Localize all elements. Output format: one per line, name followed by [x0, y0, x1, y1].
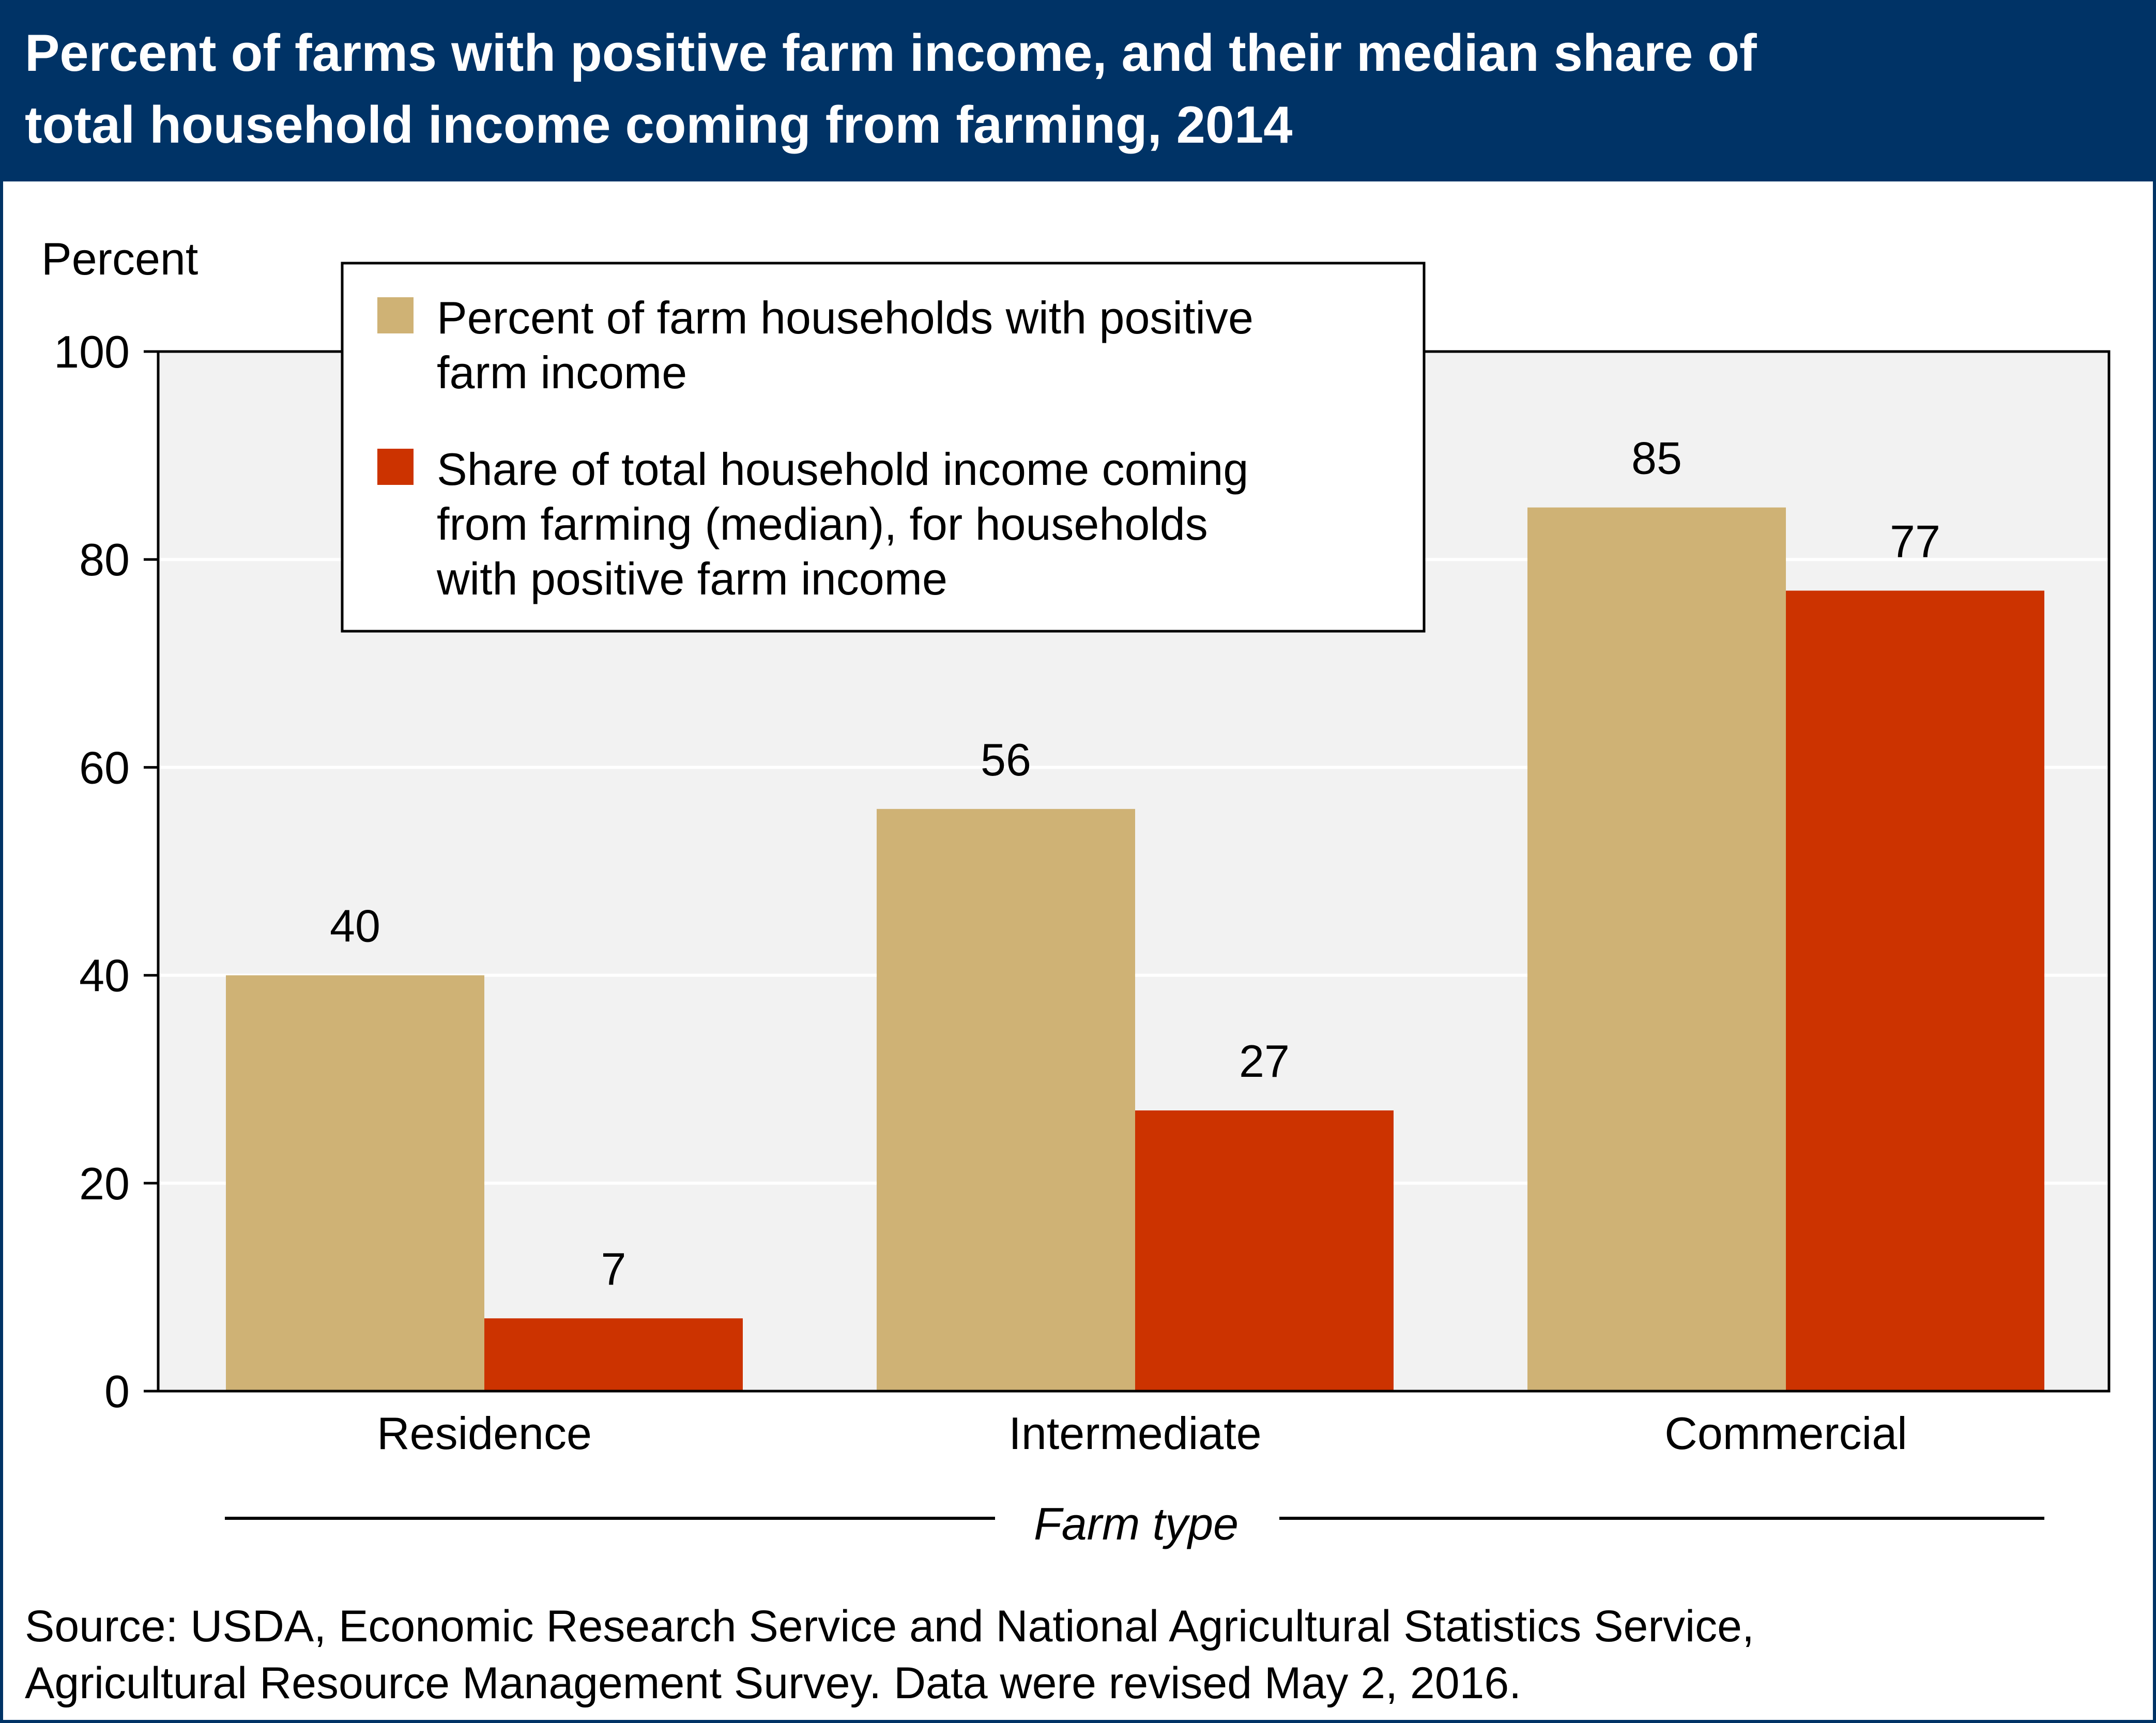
data-label-commercial-series-2: 77	[1890, 516, 1940, 567]
y-tick-label-100: 100	[54, 326, 130, 377]
data-label-residence-series-1: 40	[330, 901, 380, 952]
chart-title-line-1: Percent of farms with positive farm inco…	[25, 24, 1757, 82]
bars	[226, 507, 2044, 1391]
legend-box	[341, 262, 1426, 633]
y-tick-label-40: 40	[79, 950, 130, 1001]
bar-intermediate-series-1	[877, 809, 1135, 1391]
data-label-residence-series-2: 7	[601, 1243, 626, 1294]
data-label-intermediate-series-1: 56	[981, 734, 1031, 785]
bar-commercial-series-2	[1786, 590, 2044, 1391]
legend-swatch-series-2	[377, 449, 414, 485]
y-tick-label-80: 80	[79, 534, 130, 585]
source-note-line-1: Source: USDA, Economic Research Service …	[25, 1602, 1754, 1651]
bar-residence-series-1	[226, 975, 484, 1391]
bar-intermediate-series-2	[1135, 1110, 1394, 1391]
y-axis-ticks: 0 20 40 60 80 100	[54, 326, 158, 1417]
x-axis-labels: Residence Intermediate Commercial	[377, 1408, 1907, 1459]
title-banner	[0, 0, 2156, 181]
x-tick-label-residence: Residence	[377, 1408, 592, 1459]
legend-label-series-1-line-1: Percent of farm households with positive	[437, 292, 1253, 343]
y-tick-label-20: 20	[79, 1158, 130, 1209]
x-axis-label: Farm type	[1034, 1498, 1238, 1549]
legend: Percent of farm households with positive…	[341, 262, 1426, 633]
source-note-line-2: Agricultural Resource Management Survey.…	[25, 1658, 1521, 1708]
legend-swatch-series-1	[377, 297, 414, 333]
x-tick-label-intermediate: Intermediate	[1008, 1408, 1261, 1459]
legend-label-series-2-line-1: Share of total household income coming	[437, 444, 1248, 495]
x-tick-label-commercial: Commercial	[1664, 1408, 1907, 1459]
bar-residence-series-2	[484, 1318, 743, 1391]
legend-label-series-2-line-2: from farming (median), for households	[437, 498, 1208, 550]
data-label-intermediate-series-2: 27	[1239, 1035, 1290, 1087]
legend-label-series-1-line-2: farm income	[437, 347, 687, 398]
y-tick-label-0: 0	[104, 1366, 130, 1417]
data-labels: 40 7 56 27 85 77	[330, 433, 1940, 1295]
data-label-commercial-series-1: 85	[1631, 433, 1682, 484]
bar-commercial-series-1	[1527, 507, 1786, 1391]
y-axis-label: Percent	[41, 233, 198, 284]
chart-title-line-2: total household income coming from farmi…	[25, 96, 1292, 154]
y-tick-label-60: 60	[79, 742, 130, 793]
legend-label-series-2-line-3: with positive farm income	[436, 553, 947, 604]
